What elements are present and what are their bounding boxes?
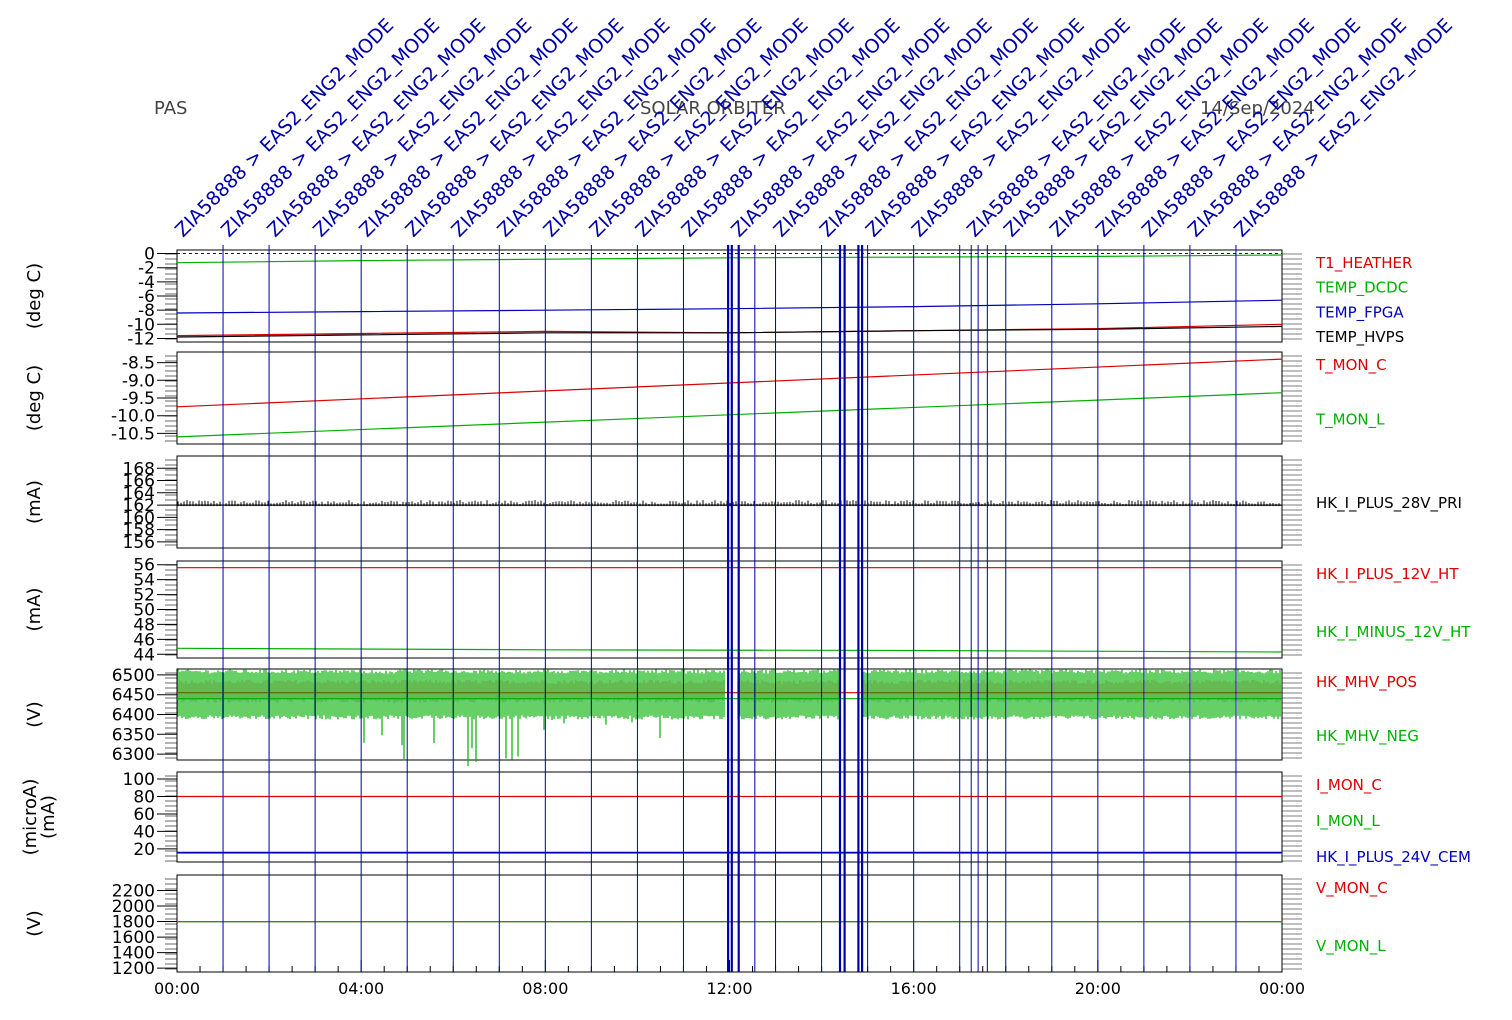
y-tick-label: 162	[123, 496, 155, 516]
y-tick-label: 2200	[112, 882, 155, 902]
y-tick-label: 166	[123, 472, 155, 492]
y-axis-label: (V)	[24, 701, 45, 727]
series-line-hk-i-minus-12v-ht	[176, 647, 1283, 653]
y-axis-label: (V)	[24, 910, 45, 936]
x-tick-label: 16:00	[891, 979, 937, 998]
y-tick-label: 6450	[112, 686, 155, 706]
legend-entry: TEMP_DCDC	[1315, 279, 1408, 298]
series-line-temp-fpga	[176, 299, 1283, 314]
y-tick-label: 168	[123, 459, 155, 479]
y-tick-label: 6400	[112, 706, 155, 726]
legend-entry: HK_MHV_NEG	[1316, 727, 1419, 746]
x-tick-label: 20:00	[1075, 979, 1121, 998]
y-tick-label: 50	[133, 601, 155, 621]
series-line-t1-heather	[176, 323, 1283, 337]
y-axis-label: (deg C)	[24, 263, 45, 329]
legend-entry: HK_I_PLUS_12V_HT	[1316, 565, 1459, 584]
legend-entry: HK_I_MINUS_12V_HT	[1316, 623, 1471, 642]
x-tick-label: 00:00	[1259, 979, 1305, 998]
x-tick-label: 00:00	[154, 979, 200, 998]
y-tick-label: 20	[133, 840, 155, 860]
panel-frame	[176, 560, 1283, 659]
y-axis-label: (mA)	[24, 588, 45, 632]
y-tick-label: 6350	[112, 725, 155, 745]
legend-entry: HK_I_PLUS_24V_CEM	[1316, 848, 1471, 867]
y-tick-label: 0	[144, 245, 155, 265]
y-tick-label: 6300	[112, 745, 155, 765]
legend-entry: I_MON_L	[1316, 812, 1380, 831]
legend-entry: T_MON_C	[1315, 356, 1387, 375]
y-tick-label: -9.0	[122, 371, 155, 391]
header-title: SOLAR ORBITER	[640, 98, 786, 119]
y-tick-label: 6500	[112, 666, 155, 686]
y-tick-label: -9.5	[122, 389, 155, 409]
y-tick-label: -10.5	[111, 424, 155, 444]
y-axis-label: (deg C)	[24, 365, 45, 431]
legend-entry: T_MON_L	[1315, 411, 1385, 430]
y-tick-label: -2	[138, 259, 155, 279]
legend-entry: TEMP_FPGA	[1315, 303, 1404, 322]
y-tick-label: 52	[133, 586, 155, 606]
series-line-temp-dcdc	[176, 254, 1283, 264]
legend-entry: V_MON_L	[1316, 937, 1386, 956]
y-tick-label: 1200	[112, 959, 155, 979]
panel-frame	[176, 874, 1283, 973]
panel-frame	[176, 455, 1283, 549]
y-tick-label: -4	[138, 273, 155, 293]
legend-entry: T1_HEATHER	[1315, 254, 1412, 273]
y-tick-label: 48	[133, 615, 155, 635]
legend-entry: V_MON_C	[1316, 879, 1388, 898]
series-noise	[177, 500, 1280, 507]
x-tick-label: 12:00	[706, 979, 752, 998]
y-tick-label: 46	[133, 630, 155, 650]
y-tick-label: 164	[123, 484, 155, 504]
y-axis-label: (mA)	[24, 480, 45, 524]
y-tick-label: -10	[127, 315, 155, 335]
panel-1: 0-2-4-6-8-10-12 (deg C) T1_HEATHER TEMP_DCD…	[24, 245, 1412, 350]
x-tick-label: 04:00	[338, 979, 384, 998]
y-tick-label: 54	[133, 571, 155, 591]
y-tick-label: 44	[133, 645, 155, 665]
y-tick-label: 80	[133, 787, 155, 807]
panel-2: -8.5-9.0-9.5-10.0-10.5 (deg C) T_MON_C T_MO…	[24, 351, 1387, 445]
y-tick-label: -10.0	[111, 407, 155, 427]
panel-frame	[176, 771, 1283, 863]
y-tick-label: -8.5	[122, 354, 155, 374]
header-left: PAS	[154, 98, 188, 119]
y-tick-label: 160	[123, 508, 155, 528]
y-tick-label: -6	[138, 287, 155, 307]
y-tick-label: 158	[123, 521, 155, 541]
y-tick-label: 60	[133, 805, 155, 825]
header-date: 14/Sep/2024	[1200, 98, 1315, 119]
y-tick-label: 1600	[112, 928, 155, 948]
y-tick-label: 156	[123, 533, 155, 553]
legend-entry: HK_MHV_POS	[1316, 673, 1417, 692]
y-axis-label-secondary: (mA)	[38, 795, 59, 839]
y-tick-label: -12	[127, 329, 155, 349]
y-tick-label: 2000	[112, 897, 155, 917]
y-tick-label: 56	[133, 556, 155, 576]
legend-entry: I_MON_C	[1316, 776, 1382, 795]
y-tick-label: 1400	[112, 944, 155, 964]
legend-entry: HK_I_PLUS_28V_PRI	[1316, 494, 1462, 513]
y-tick-label: 1800	[112, 913, 155, 933]
x-tick-label: 08:00	[522, 979, 568, 998]
y-tick-label: 40	[133, 822, 155, 842]
y-tick-label: -8	[138, 301, 155, 321]
y-axis-label: (microA)	[20, 779, 41, 856]
series-noise	[177, 669, 1281, 766]
y-tick-label: 100	[123, 770, 155, 790]
legend-entry: TEMP_HVPS	[1315, 328, 1404, 347]
